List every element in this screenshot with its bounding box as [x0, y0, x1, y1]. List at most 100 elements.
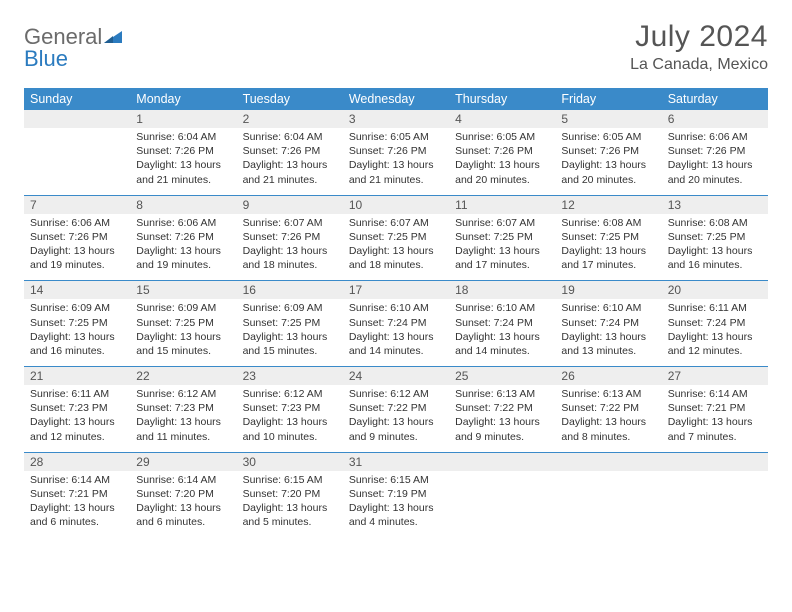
- daylight-text: Daylight: 13 hours and 19 minutes.: [136, 244, 230, 272]
- day-cell: Sunrise: 6:05 AMSunset: 7:26 PMDaylight:…: [343, 128, 449, 195]
- empty-cell: [555, 453, 661, 471]
- sunset-text: Sunset: 7:25 PM: [243, 316, 337, 330]
- sunset-text: Sunset: 7:26 PM: [561, 144, 655, 158]
- day-cell: Sunrise: 6:14 AMSunset: 7:21 PMDaylight:…: [24, 471, 130, 538]
- daylight-text: Daylight: 13 hours and 11 minutes.: [136, 415, 230, 443]
- day-number: 8: [130, 196, 236, 214]
- sunrise-text: Sunrise: 6:07 AM: [349, 216, 443, 230]
- week-daynum-row: 21222324252627: [24, 367, 768, 385]
- dow-saturday: Saturday: [662, 88, 768, 110]
- sunset-text: Sunset: 7:25 PM: [349, 230, 443, 244]
- daylight-text: Daylight: 13 hours and 8 minutes.: [561, 415, 655, 443]
- page-title: July 2024: [630, 20, 768, 54]
- day-number: 3: [343, 110, 449, 128]
- day-number: 25: [449, 367, 555, 385]
- sunrise-text: Sunrise: 6:12 AM: [243, 387, 337, 401]
- sunset-text: Sunset: 7:26 PM: [136, 144, 230, 158]
- sunrise-text: Sunrise: 6:15 AM: [243, 473, 337, 487]
- day-number: 9: [237, 196, 343, 214]
- sunset-text: Sunset: 7:22 PM: [561, 401, 655, 415]
- sunrise-text: Sunrise: 6:09 AM: [30, 301, 124, 315]
- week-body-row: Sunrise: 6:04 AMSunset: 7:26 PMDaylight:…: [24, 128, 768, 195]
- day-number: 29: [130, 453, 236, 471]
- header: GeneralBlue July 2024 La Canada, Mexico: [24, 20, 768, 74]
- sunset-text: Sunset: 7:25 PM: [455, 230, 549, 244]
- day-number: 22: [130, 367, 236, 385]
- day-number: 11: [449, 196, 555, 214]
- day-cell: Sunrise: 6:13 AMSunset: 7:22 PMDaylight:…: [449, 385, 555, 452]
- day-number: 16: [237, 281, 343, 299]
- sunrise-text: Sunrise: 6:14 AM: [30, 473, 124, 487]
- day-number: 27: [662, 367, 768, 385]
- sunset-text: Sunset: 7:20 PM: [243, 487, 337, 501]
- daylight-text: Daylight: 13 hours and 20 minutes.: [668, 158, 762, 186]
- dow-sunday: Sunday: [24, 88, 130, 110]
- sunset-text: Sunset: 7:21 PM: [668, 401, 762, 415]
- sunset-text: Sunset: 7:26 PM: [243, 230, 337, 244]
- day-cell: Sunrise: 6:04 AMSunset: 7:26 PMDaylight:…: [130, 128, 236, 195]
- day-number: 26: [555, 367, 661, 385]
- sunrise-text: Sunrise: 6:04 AM: [243, 130, 337, 144]
- daylight-text: Daylight: 13 hours and 9 minutes.: [349, 415, 443, 443]
- sunrise-text: Sunrise: 6:09 AM: [136, 301, 230, 315]
- day-number: 7: [24, 196, 130, 214]
- day-number: 2: [237, 110, 343, 128]
- daylight-text: Daylight: 13 hours and 19 minutes.: [30, 244, 124, 272]
- daylight-text: Daylight: 13 hours and 9 minutes.: [455, 415, 549, 443]
- daylight-text: Daylight: 13 hours and 6 minutes.: [30, 501, 124, 529]
- day-number: 14: [24, 281, 130, 299]
- day-cell: Sunrise: 6:05 AMSunset: 7:26 PMDaylight:…: [555, 128, 661, 195]
- sunrise-text: Sunrise: 6:09 AM: [243, 301, 337, 315]
- sunrise-text: Sunrise: 6:14 AM: [668, 387, 762, 401]
- sunset-text: Sunset: 7:26 PM: [30, 230, 124, 244]
- sunrise-text: Sunrise: 6:06 AM: [668, 130, 762, 144]
- sunset-text: Sunset: 7:24 PM: [455, 316, 549, 330]
- day-cell: Sunrise: 6:06 AMSunset: 7:26 PMDaylight:…: [24, 214, 130, 281]
- sunrise-text: Sunrise: 6:11 AM: [30, 387, 124, 401]
- sunrise-text: Sunrise: 6:13 AM: [561, 387, 655, 401]
- dow-monday: Monday: [130, 88, 236, 110]
- daylight-text: Daylight: 13 hours and 20 minutes.: [561, 158, 655, 186]
- calendar-body: 123456Sunrise: 6:04 AMSunset: 7:26 PMDay…: [24, 110, 768, 537]
- day-number: 15: [130, 281, 236, 299]
- sunset-text: Sunset: 7:26 PM: [349, 144, 443, 158]
- week-daynum-row: 78910111213: [24, 196, 768, 214]
- day-number: 24: [343, 367, 449, 385]
- day-cell: Sunrise: 6:14 AMSunset: 7:21 PMDaylight:…: [662, 385, 768, 452]
- day-number: 10: [343, 196, 449, 214]
- logo-mark-icon: [104, 30, 124, 48]
- sunset-text: Sunset: 7:26 PM: [243, 144, 337, 158]
- day-number: 18: [449, 281, 555, 299]
- sunrise-text: Sunrise: 6:07 AM: [455, 216, 549, 230]
- day-number: 17: [343, 281, 449, 299]
- sunset-text: Sunset: 7:25 PM: [668, 230, 762, 244]
- day-number: 5: [555, 110, 661, 128]
- sunrise-text: Sunrise: 6:12 AM: [136, 387, 230, 401]
- logo: GeneralBlue: [24, 20, 124, 70]
- day-number: 6: [662, 110, 768, 128]
- day-cell: Sunrise: 6:14 AMSunset: 7:20 PMDaylight:…: [130, 471, 236, 538]
- daylight-text: Daylight: 13 hours and 6 minutes.: [136, 501, 230, 529]
- sunrise-text: Sunrise: 6:12 AM: [349, 387, 443, 401]
- sunset-text: Sunset: 7:25 PM: [561, 230, 655, 244]
- daylight-text: Daylight: 13 hours and 17 minutes.: [455, 244, 549, 272]
- empty-cell: [449, 453, 555, 471]
- dow-wednesday: Wednesday: [343, 88, 449, 110]
- sunrise-text: Sunrise: 6:05 AM: [349, 130, 443, 144]
- day-cell: Sunrise: 6:07 AMSunset: 7:26 PMDaylight:…: [237, 214, 343, 281]
- day-cell: Sunrise: 6:06 AMSunset: 7:26 PMDaylight:…: [130, 214, 236, 281]
- week-daynum-row: 123456: [24, 110, 768, 128]
- week-daynum-row: 14151617181920: [24, 281, 768, 299]
- title-block: July 2024 La Canada, Mexico: [630, 20, 768, 74]
- sunrise-text: Sunrise: 6:15 AM: [349, 473, 443, 487]
- day-cell: Sunrise: 6:06 AMSunset: 7:26 PMDaylight:…: [662, 128, 768, 195]
- sunrise-text: Sunrise: 6:07 AM: [243, 216, 337, 230]
- sunrise-text: Sunrise: 6:08 AM: [668, 216, 762, 230]
- daylight-text: Daylight: 13 hours and 18 minutes.: [243, 244, 337, 272]
- day-cell: Sunrise: 6:13 AMSunset: 7:22 PMDaylight:…: [555, 385, 661, 452]
- day-number: 21: [24, 367, 130, 385]
- logo-text-blue: Blue: [24, 48, 124, 70]
- sunrise-text: Sunrise: 6:04 AM: [136, 130, 230, 144]
- day-number: 19: [555, 281, 661, 299]
- day-cell: Sunrise: 6:08 AMSunset: 7:25 PMDaylight:…: [662, 214, 768, 281]
